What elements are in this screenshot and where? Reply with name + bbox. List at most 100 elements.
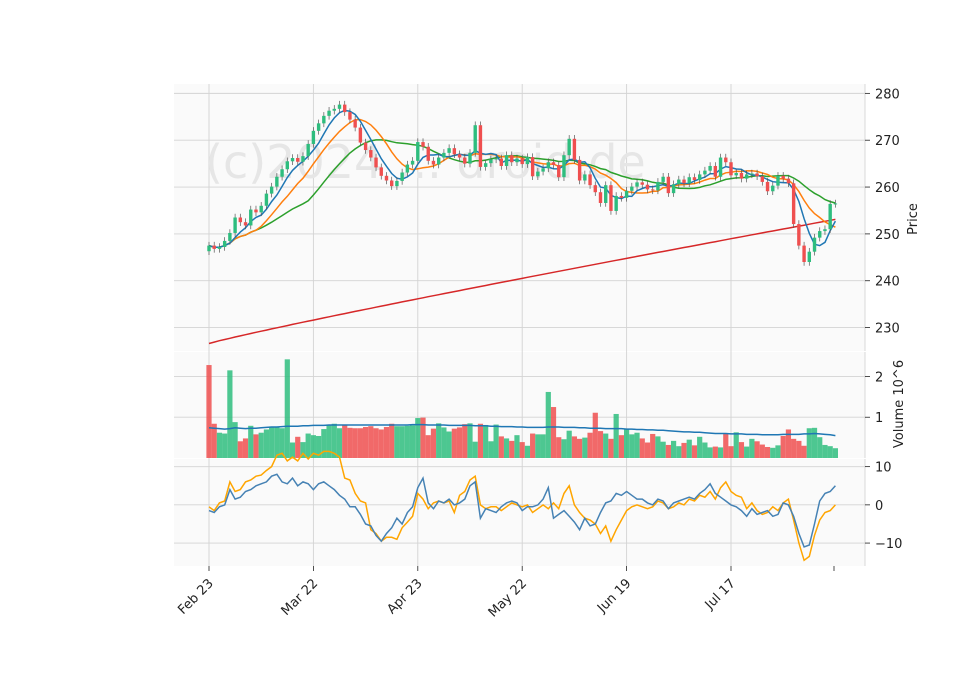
- volume-moving-average: [208, 423, 836, 437]
- candle-body: [807, 251, 811, 262]
- panel-1-background: [174, 84, 865, 351]
- volume-bar: [352, 428, 358, 458]
- volume-bar: [258, 432, 264, 458]
- volume-bar: [326, 424, 332, 458]
- volume-bar: [624, 429, 630, 458]
- volume-bar: [253, 434, 259, 458]
- volume-bar: [738, 442, 745, 458]
- volume-bar: [535, 434, 541, 458]
- volume-bar: [744, 446, 750, 458]
- candle-body: [546, 162, 550, 169]
- candle-body: [708, 165, 712, 171]
- candle-body: [802, 245, 806, 262]
- candle-body: [343, 104, 347, 113]
- candle-body: [598, 192, 603, 203]
- candle-body: [697, 174, 702, 181]
- candle-body: [734, 173, 738, 176]
- candle-body: [677, 179, 681, 185]
- volume-bar: [373, 428, 379, 458]
- volume-bar: [279, 428, 285, 458]
- candle-body: [212, 245, 216, 249]
- candle-body: [306, 143, 310, 157]
- volume-bar: [321, 429, 327, 458]
- volume-tick-label: 1: [875, 411, 883, 426]
- volume-bar: [796, 440, 802, 458]
- candle-body: [353, 119, 357, 128]
- volume-bar: [577, 438, 583, 458]
- candle-body: [238, 217, 243, 223]
- volume-bar: [483, 424, 489, 458]
- candle-body: [269, 186, 274, 194]
- volume-bar: [498, 436, 504, 458]
- volume-bar: [263, 429, 270, 458]
- candle-body: [536, 171, 540, 177]
- candle-body: [510, 155, 514, 163]
- price-tick-label: 250: [875, 228, 900, 243]
- candle-body: [390, 180, 394, 187]
- volume-bar: [608, 438, 614, 458]
- volume-bar: [655, 436, 661, 458]
- volume-bar: [514, 435, 520, 458]
- candle-body: [322, 115, 326, 124]
- volume-bar: [222, 433, 228, 458]
- volume-bar: [477, 423, 484, 458]
- volume-bar: [603, 433, 609, 458]
- candle-body: [395, 180, 399, 187]
- candle-body: [358, 127, 363, 143]
- volume-bar: [300, 442, 306, 458]
- candle-body: [405, 164, 410, 173]
- volume-bar: [660, 441, 666, 458]
- volume-bar: [571, 436, 577, 458]
- candle-body: [520, 158, 524, 165]
- candle-body: [729, 162, 733, 176]
- candle-body: [771, 185, 775, 192]
- volume-bar: [582, 437, 588, 458]
- oscillator-blue-line: [208, 473, 836, 548]
- volume-bar: [728, 446, 734, 458]
- candle-body: [332, 108, 336, 111]
- volume-bar: [467, 423, 473, 458]
- candle-body: [797, 224, 801, 246]
- volume-bar: [394, 426, 400, 458]
- candle-body: [619, 195, 624, 198]
- candle-body: [755, 173, 759, 177]
- candle-body: [363, 142, 368, 151]
- volume-bar: [545, 391, 551, 458]
- volume-bar: [691, 445, 698, 458]
- volume-bar: [629, 434, 635, 458]
- volume-bar: [592, 412, 598, 458]
- candle-body: [572, 138, 577, 160]
- candle-body: [311, 130, 316, 144]
- price-tick-label: 280: [875, 87, 900, 102]
- volume-bar: [216, 432, 223, 458]
- volume-bar: [618, 435, 624, 458]
- volume-bar: [305, 433, 311, 458]
- volume-bar: [519, 442, 525, 458]
- volume-bar: [488, 441, 494, 458]
- volume-bar: [676, 446, 682, 458]
- price-axis-label: Price: [906, 203, 921, 235]
- volume-bar: [665, 444, 671, 458]
- candle-body: [243, 222, 248, 226]
- candle-body: [327, 110, 331, 116]
- candle-body: [468, 152, 472, 164]
- candle-body: [222, 240, 227, 248]
- candle-body: [337, 104, 342, 109]
- candle-body: [421, 142, 425, 147]
- volume-bar: [540, 434, 546, 458]
- volume-bar: [613, 413, 619, 458]
- candle-body: [661, 176, 665, 182]
- volume-bar: [425, 435, 431, 458]
- volume-bar: [509, 440, 515, 458]
- volume-bar: [342, 424, 348, 458]
- volume-bar: [749, 438, 755, 458]
- candle-body: [348, 112, 352, 120]
- candle-body: [818, 231, 822, 238]
- candle-body: [473, 125, 477, 153]
- candle-body: [228, 232, 232, 241]
- candle-body: [285, 161, 289, 170]
- candle-body: [567, 138, 571, 156]
- x-tick-label: Jul 17: [702, 576, 739, 613]
- volume-bar: [822, 444, 828, 458]
- candle-body: [786, 178, 791, 184]
